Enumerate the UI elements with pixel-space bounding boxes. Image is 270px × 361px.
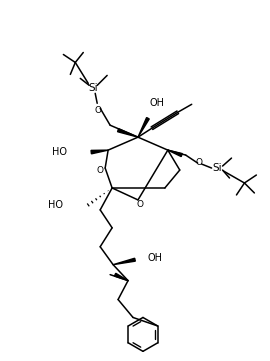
Text: Si: Si	[88, 83, 98, 93]
Text: HO: HO	[48, 200, 63, 210]
Text: O: O	[136, 200, 143, 209]
Polygon shape	[113, 258, 135, 265]
Polygon shape	[168, 150, 182, 157]
Polygon shape	[114, 273, 128, 280]
Text: OH: OH	[150, 98, 165, 108]
Text: O: O	[195, 157, 202, 166]
Text: OH: OH	[148, 253, 163, 263]
Text: HO: HO	[52, 147, 67, 157]
Text: O: O	[95, 106, 102, 115]
Polygon shape	[91, 150, 108, 154]
Text: O: O	[97, 166, 104, 174]
Polygon shape	[117, 129, 138, 137]
Text: Si: Si	[213, 163, 222, 173]
Polygon shape	[138, 118, 149, 137]
